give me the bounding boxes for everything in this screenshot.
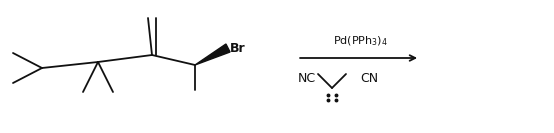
Text: NC: NC	[298, 72, 316, 85]
Polygon shape	[195, 44, 230, 65]
Text: CN: CN	[360, 72, 378, 85]
Text: Pd(PPh$_3$)$_4$: Pd(PPh$_3$)$_4$	[332, 34, 387, 48]
Text: Br: Br	[230, 41, 245, 55]
